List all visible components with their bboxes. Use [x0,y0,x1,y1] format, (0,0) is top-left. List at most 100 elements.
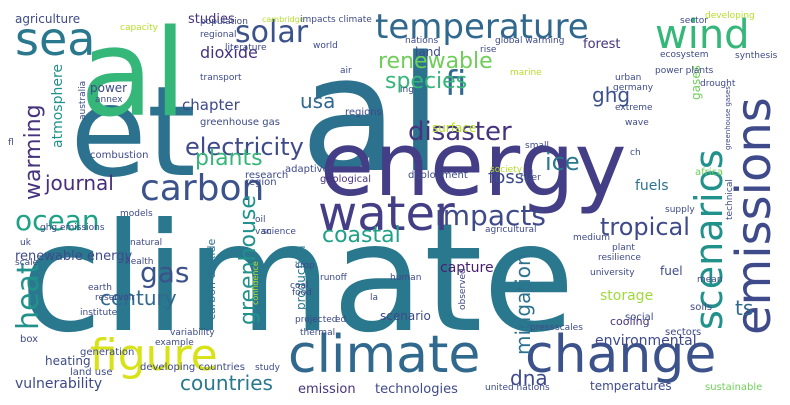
cloud-word: temperatures [590,379,672,393]
cloud-word: variability [170,328,215,338]
cloud-word: africa [695,167,723,178]
cloud-word: emission [298,382,356,397]
cloud-word: impacts [435,199,546,232]
cloud-word: reservoir [95,293,135,303]
cloud-word: river [520,173,541,183]
cloud-word: surface [432,121,476,135]
cloud-word: global warming [495,36,564,46]
cloud-word: atmosphere [50,64,66,148]
cloud-word: institute [80,308,118,318]
cloud-word: ed [335,315,346,325]
cloud-word: runoff [320,273,348,283]
cloud-word: climate [20,192,575,366]
cloud-word: scenario [380,309,431,323]
cloud-word: science [262,227,296,237]
cloud-word: generation [80,347,134,358]
cloud-word: transport [200,73,242,83]
cloud-word: sustainable [705,382,762,393]
cloud-word: sectors [665,327,701,338]
cloud-word: renewable energy [15,249,132,264]
cloud-word: temperature [375,7,589,47]
cloud-word: mean [697,275,723,285]
cloud-word: scales [555,323,583,333]
cloud-word: dioxide [200,43,258,62]
cloud-word: research [245,170,288,181]
cloud-word: nations [405,36,438,46]
cloud-word: ice [545,148,580,176]
cloud-word: forest [583,37,620,52]
cloud-word: technologies [375,382,458,397]
cloud-word: wind [655,12,750,58]
cloud-word: rise [480,45,497,55]
cloud-word: marine [510,68,542,78]
cloud-word: ecosystem [660,50,709,60]
cloud-word: dna [510,366,548,390]
cloud-word: ocean [15,204,100,237]
cloud-word: renewable [378,49,493,74]
cloud-word: disaster [408,117,512,147]
cloud-word: carbon dioxide [205,239,218,320]
cloud-word: sea [15,12,95,66]
cloud-word: van [255,227,272,237]
cloud-word: countries [180,371,273,395]
cloud-word: resilience [598,253,641,263]
cloud-word: ing [400,85,414,95]
cloud-word: press [530,323,554,333]
cloud-word: soils [690,302,712,313]
cloud-word: australia [78,81,88,120]
cloud-word: fuels [635,178,669,194]
cloud-word: adaptive [285,164,329,175]
cloud-word: tropical [600,213,690,241]
cloud-word: technical [725,179,735,220]
cloud-word: observed [458,268,468,310]
cloud-word: coal [290,281,308,291]
cloud-word: gas [140,256,190,289]
cloud-word: species [385,69,467,94]
cloud-word: cambridge [262,15,305,24]
cloud-word: la [370,293,378,303]
cloud-word: century [100,286,177,310]
cloud-word: al [80,5,187,144]
cloud-word: plants [195,146,263,171]
cloud-word: change [525,325,716,385]
cloud-word: regional [200,30,236,40]
cloud-word: greenhouse gas [200,117,280,128]
cloud-word: power plants [655,66,714,76]
cloud-word: climate [288,325,480,385]
cloud-word: ts [735,296,753,320]
cloud-word: ghg [592,83,630,107]
cloud-word: earth [88,283,112,293]
cloud-word: storage [600,288,653,304]
cloud-word: production [294,246,308,310]
cloud-word: uk [20,238,32,248]
cloud-word: models [120,209,153,219]
cloud-word: capture [440,260,494,276]
cloud-word: coastal [322,223,401,248]
cloud-word: scale [15,258,39,268]
cloud-word: synthesis [735,51,778,61]
cloud-word: fi [445,64,466,104]
cloud-word: germany [613,83,654,93]
cloud-word: mitigation [511,253,535,355]
cloud-word: box [20,334,38,345]
cloud-word: social [625,312,654,323]
cloud-word: population [200,17,248,27]
cloud-word: agricultural [485,225,537,235]
cloud-word: natural [130,238,162,248]
cloud-word: journal [44,171,114,195]
cloud-word: health [125,257,154,267]
cloud-word: annex [95,95,123,105]
cloud-word: drought [700,79,736,89]
cloud-word: energy [320,113,627,216]
cloud-word: crop [295,261,315,271]
cloud-word: greenhouse gases [724,86,732,150]
cloud-word: projected [295,315,338,325]
cloud-word: capacity [120,23,159,33]
cloud-word: water [318,186,455,242]
cloud-word: confidence [251,261,260,305]
cloud-word: greenhouse [236,195,261,325]
cloud-word: developing countries [140,362,245,373]
cloud-word: usa [300,89,335,113]
cloud-word: wave [625,118,649,128]
